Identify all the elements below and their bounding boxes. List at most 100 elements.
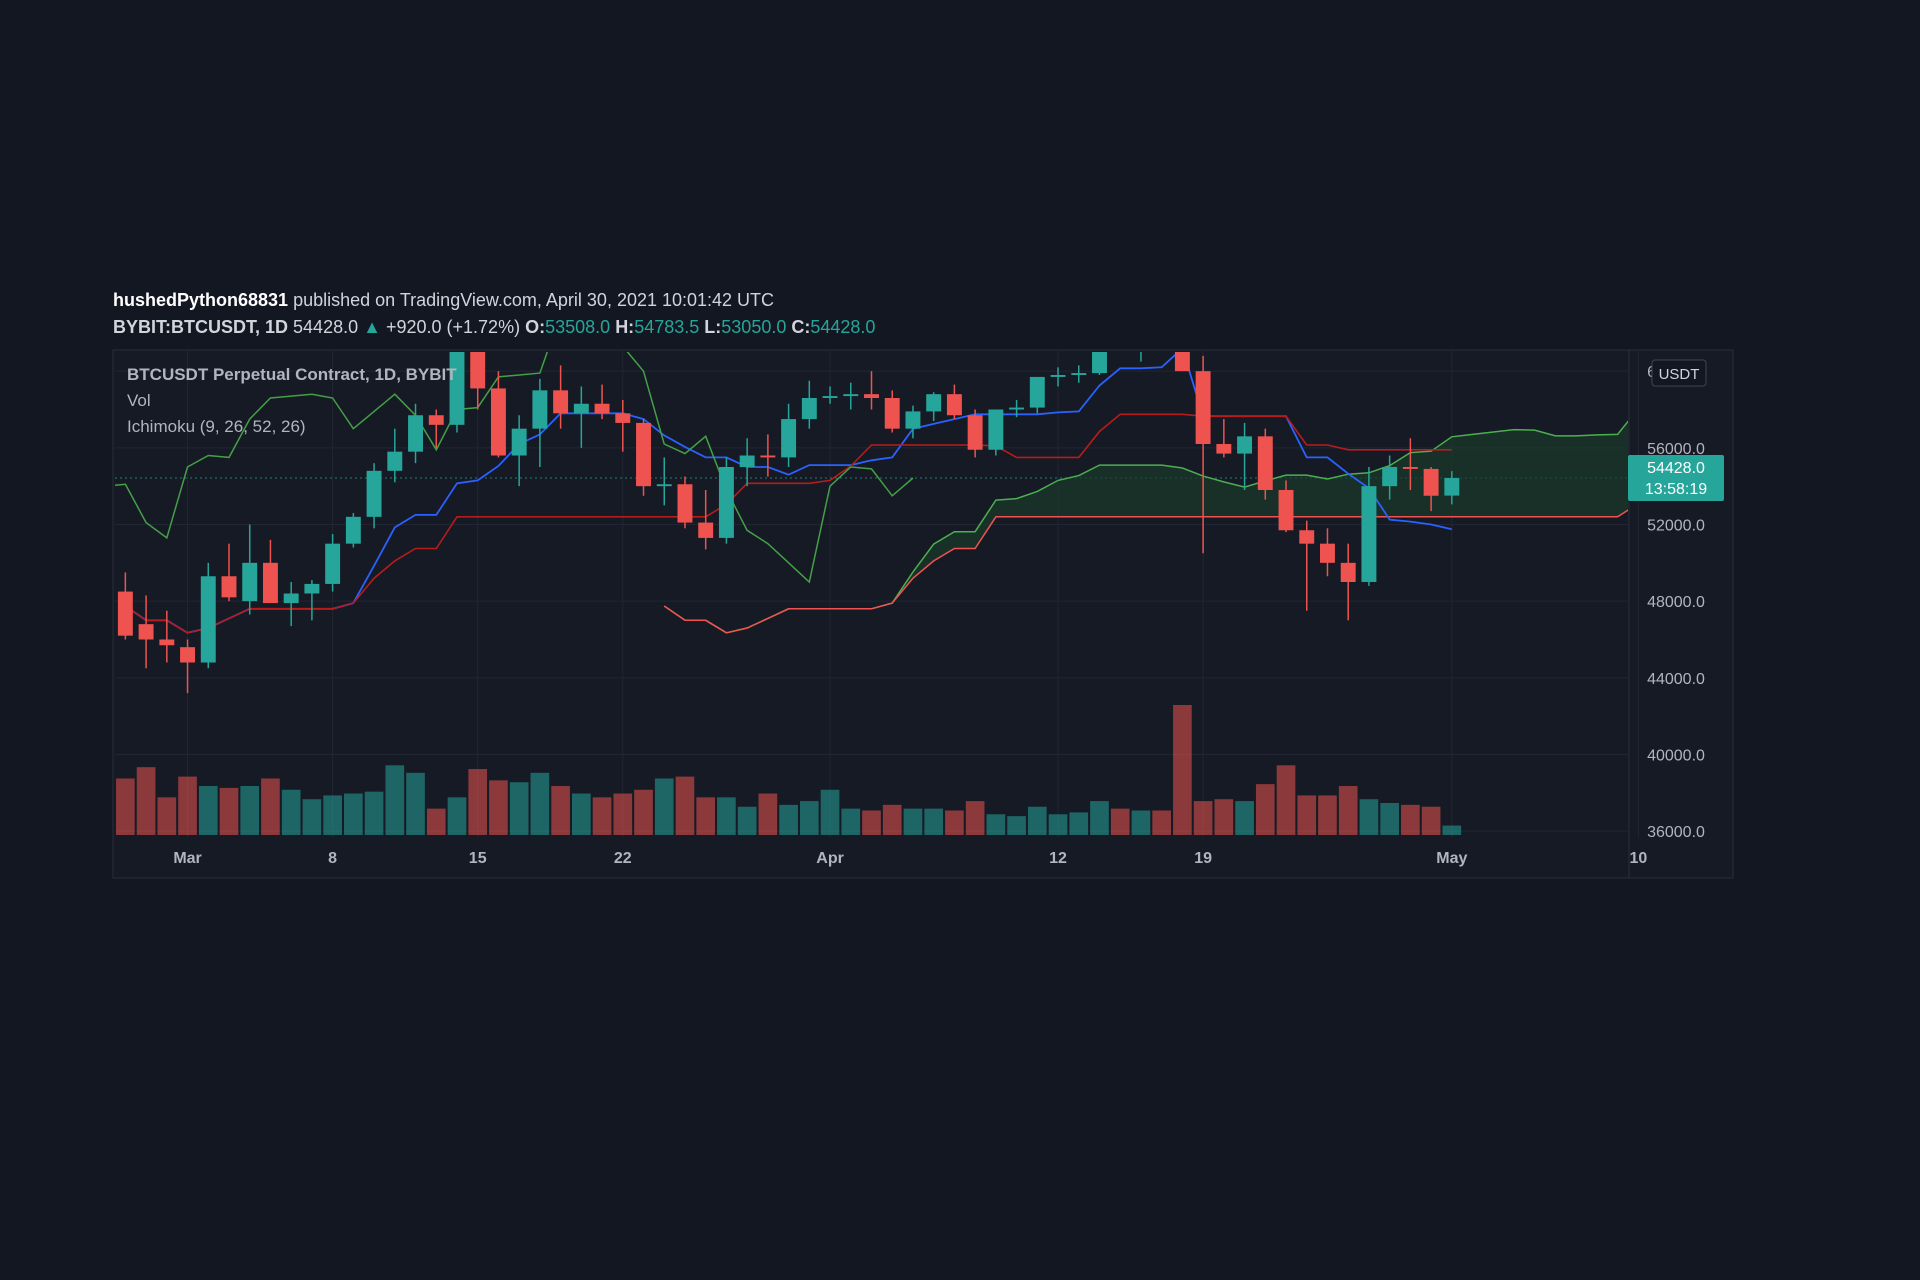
currency-label: USDT <box>1659 366 1700 383</box>
ichimoku-lines <box>115 352 1628 634</box>
volume-bar <box>240 786 260 835</box>
candle-body[interactable] <box>262 562 278 604</box>
candle-body[interactable] <box>283 593 299 604</box>
candle-body[interactable] <box>781 419 797 458</box>
x-tick-label: 22 <box>614 850 632 867</box>
candle-body[interactable] <box>117 591 133 636</box>
volume-bar <box>1214 799 1234 835</box>
candle-body[interactable] <box>325 543 341 584</box>
candle-body[interactable] <box>1361 486 1377 582</box>
candle-body[interactable] <box>553 390 569 414</box>
candle-body[interactable] <box>221 576 237 598</box>
candle-body[interactable] <box>926 394 942 412</box>
candle-body[interactable] <box>1154 312 1169 347</box>
time-axis[interactable]: Mar 8 15 22 Apr 12 19 May 10 <box>173 850 1647 867</box>
volume-bar <box>1193 801 1213 835</box>
candle-body[interactable] <box>1009 407 1025 410</box>
candle-body[interactable] <box>1299 530 1315 544</box>
candles[interactable] <box>117 279 1460 694</box>
author-name[interactable]: hushedPython68831 <box>113 290 289 310</box>
candle-body[interactable] <box>304 583 320 594</box>
candle-body[interactable] <box>843 394 859 397</box>
candle-body[interactable] <box>884 398 900 429</box>
candle-body[interactable] <box>1257 436 1273 490</box>
candle-body[interactable] <box>636 422 651 487</box>
candle-body[interactable] <box>718 467 734 538</box>
candle-body[interactable] <box>200 576 216 663</box>
candle-body[interactable] <box>242 562 258 602</box>
candle-body[interactable] <box>822 396 838 398</box>
candle-body[interactable] <box>1174 346 1190 372</box>
volume-bar <box>364 791 384 835</box>
candle-body[interactable] <box>615 413 631 423</box>
volume-bar <box>903 808 923 835</box>
x-tick-label: 12 <box>1049 850 1067 867</box>
volume-bar <box>136 767 156 835</box>
candle-body[interactable] <box>387 451 403 471</box>
candle-body[interactable] <box>1216 444 1232 454</box>
volume-bar <box>613 793 633 835</box>
volume-bar <box>820 789 840 835</box>
candle-body[interactable] <box>864 394 879 398</box>
candle-body[interactable] <box>1382 467 1398 487</box>
candle-body[interactable] <box>1423 468 1439 496</box>
candle-body[interactable] <box>1237 436 1253 454</box>
candle-body[interactable] <box>408 415 423 452</box>
candle-body[interactable] <box>988 409 1004 450</box>
candle-body[interactable] <box>1402 467 1418 469</box>
candle-body[interactable] <box>1071 373 1087 375</box>
candle-body[interactable] <box>1444 477 1460 496</box>
volume-bar <box>1069 812 1089 835</box>
candle-body[interactable] <box>345 516 361 544</box>
candle-body[interactable] <box>594 403 610 414</box>
candle-body[interactable] <box>449 348 465 425</box>
volume-bar <box>634 789 653 835</box>
candle-body[interactable] <box>760 455 776 458</box>
volume-bar <box>1007 816 1026 835</box>
currency-badge[interactable] <box>1651 359 1707 387</box>
candle-body[interactable] <box>1092 314 1107 374</box>
candle-body[interactable] <box>1113 314 1128 343</box>
candle-body[interactable] <box>698 522 714 538</box>
candle-body[interactable] <box>532 390 548 429</box>
volume-bar <box>178 776 197 835</box>
volume-bar <box>344 793 363 835</box>
candle-body[interactable] <box>905 411 921 429</box>
candle-body[interactable] <box>1133 312 1148 343</box>
candle-body[interactable] <box>967 415 983 450</box>
candle-body[interactable] <box>573 403 589 414</box>
base-line <box>124 413 1452 634</box>
volume-bar <box>1152 810 1171 835</box>
candle-body[interactable] <box>656 484 672 487</box>
candle-body[interactable] <box>1340 562 1356 582</box>
volume-bar <box>1027 806 1047 835</box>
candle-body[interactable] <box>1278 490 1294 531</box>
volume-bar <box>219 787 239 835</box>
candle-body[interactable] <box>159 639 175 646</box>
candle-body[interactable] <box>366 470 382 517</box>
volume-bar <box>924 808 944 835</box>
candle-body[interactable] <box>428 415 444 425</box>
candle-body[interactable] <box>739 455 755 468</box>
volume-bar <box>841 808 861 835</box>
candle-body[interactable] <box>490 388 506 456</box>
volume-bar <box>323 795 342 835</box>
candle-body[interactable] <box>1029 376 1045 408</box>
candle-body[interactable] <box>1320 543 1335 563</box>
close-label: C: <box>791 317 811 337</box>
candle-body[interactable] <box>1195 371 1211 444</box>
leading-span-b-line <box>663 509 1628 634</box>
candle-body[interactable] <box>1050 375 1066 377</box>
candle-body[interactable] <box>801 398 817 420</box>
candle-body[interactable] <box>470 348 486 389</box>
volume-bars <box>116 705 1462 835</box>
open-value: 53508.0 <box>545 317 611 337</box>
candle-body[interactable] <box>946 394 962 416</box>
candle-body[interactable] <box>511 428 527 456</box>
candle-body[interactable] <box>138 624 154 640</box>
candle-body[interactable] <box>180 647 196 663</box>
volume-bar <box>654 778 674 835</box>
candle-body[interactable] <box>677 484 693 523</box>
y-tick-label: 48000.0 <box>1647 594 1705 611</box>
